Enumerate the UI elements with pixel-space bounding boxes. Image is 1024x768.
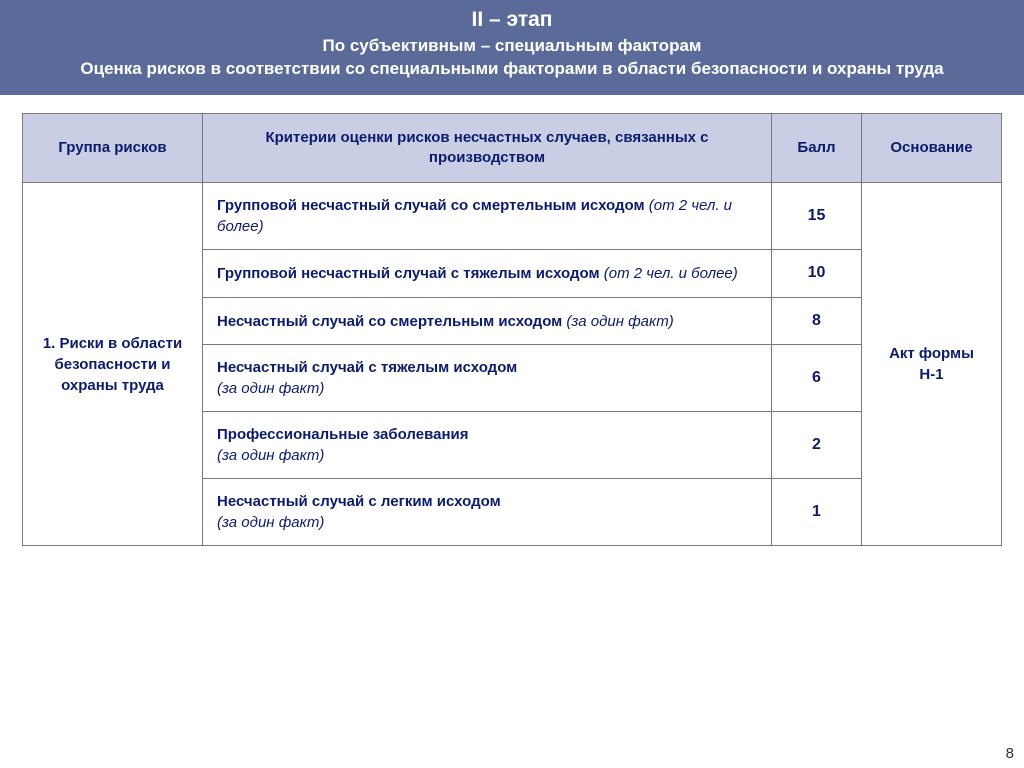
score-cell: 2 — [772, 412, 862, 479]
criteria-bold: Групповой несчастный случай со смертельн… — [217, 197, 645, 214]
score-cell: 15 — [772, 183, 862, 250]
header-sub1: По субъективным – специальным факторам — [40, 36, 984, 56]
risk-table: Группа рисков Критерии оценки рисков нес… — [22, 113, 1002, 546]
col-header-basis: Основание — [862, 113, 1002, 183]
criteria-cell: Групповой несчастный случай с тяжелым ис… — [203, 250, 772, 297]
col-header-criteria: Критерии оценки рисков несчастных случае… — [203, 113, 772, 183]
score-cell: 8 — [772, 297, 862, 344]
criteria-bold: Несчастный случай с тяжелым исходом — [217, 359, 517, 376]
score-cell: 10 — [772, 250, 862, 297]
criteria-bold: Профессиональные заболевания — [217, 426, 469, 443]
criteria-bold: Несчастный случай со смертельным исходом — [217, 313, 562, 330]
col-header-score: Балл — [772, 113, 862, 183]
criteria-italic: (за один факт) — [562, 313, 674, 330]
header-title: II – этап — [40, 8, 984, 32]
col-header-group: Группа рисков — [23, 113, 203, 183]
score-cell: 1 — [772, 479, 862, 546]
group-cell: 1. Риски в области безопасности и охраны… — [23, 183, 203, 546]
criteria-bold: Групповой несчастный случай с тяжелым ис… — [217, 265, 600, 282]
criteria-cell: Несчастный случай с легким исходом (за од… — [203, 479, 772, 546]
criteria-cell: Групповой несчастный случай со смертельн… — [203, 183, 772, 250]
criteria-cell: Несчастный случай со смертельным исходом… — [203, 297, 772, 344]
header-sub2: Оценка рисков в соответствии со специаль… — [40, 58, 984, 81]
score-cell: 6 — [772, 345, 862, 412]
criteria-italic: (за один факт) — [217, 514, 324, 531]
page-number: 8 — [1006, 745, 1014, 762]
basis-cell: Акт формы Н-1 — [862, 183, 1002, 546]
slide-header: II – этап По субъективным – специальным … — [0, 0, 1024, 95]
criteria-cell: Профессиональные заболевания (за один фак… — [203, 412, 772, 479]
criteria-cell: Несчастный случай с тяжелым исходом (за о… — [203, 345, 772, 412]
table-container: Группа рисков Критерии оценки рисков нес… — [0, 95, 1024, 546]
criteria-italic: (за один факт) — [217, 380, 324, 397]
criteria-italic: (за один факт) — [217, 447, 324, 464]
criteria-bold: Несчастный случай с легким исходом — [217, 493, 501, 510]
criteria-italic: (от 2 чел. и более) — [600, 265, 738, 282]
table-row: 1. Риски в области безопасности и охраны… — [23, 183, 1002, 250]
